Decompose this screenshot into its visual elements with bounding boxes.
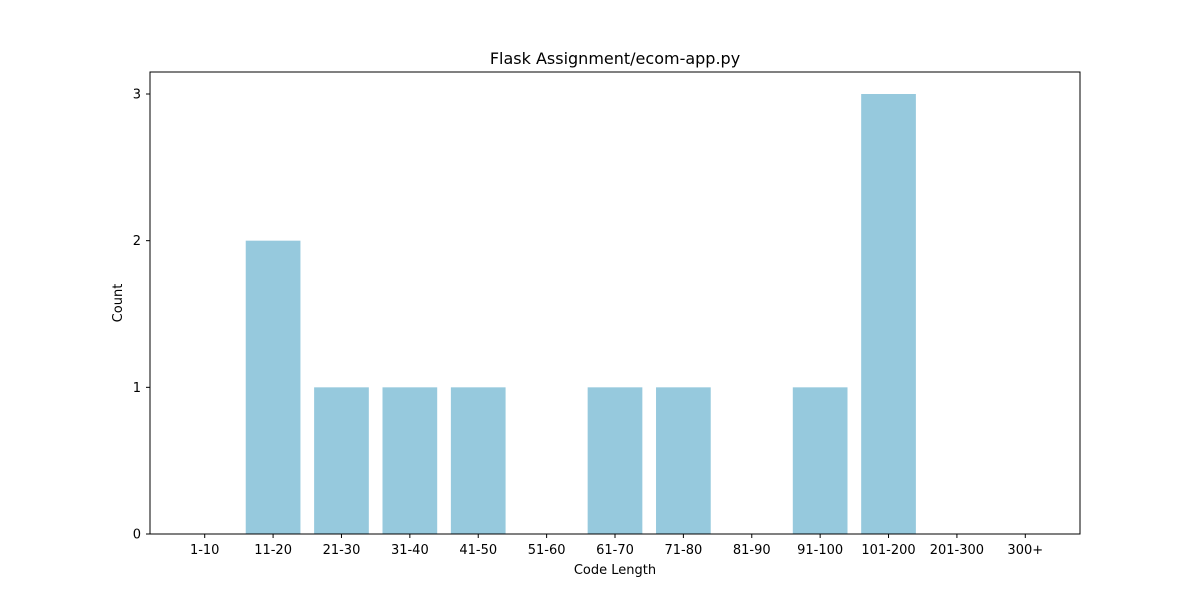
bar-11-20 (245, 240, 301, 534)
x-tick-label: 1-10 (190, 543, 220, 558)
x-axis-label: Code Length (574, 563, 656, 578)
y-tick-label: 1 (133, 381, 141, 396)
x-tick-label: 81-90 (733, 543, 771, 558)
bar-101-200 (861, 94, 916, 534)
x-tick-label: 71-80 (664, 543, 702, 558)
bar-41-50 (450, 387, 506, 534)
bar-61-70 (587, 387, 643, 534)
bar-21-30 (314, 387, 369, 534)
bars-layer (245, 94, 916, 534)
x-tick-label: 201-300 (930, 543, 984, 558)
y-tick-label: 0 (133, 528, 141, 543)
y-axis-label: Count (111, 284, 126, 323)
x-tick-label: 31-40 (391, 543, 429, 558)
chart-title: Flask Assignment/ecom-app.py (490, 49, 740, 68)
x-tick-label: 41-50 (459, 543, 497, 558)
bar-31-40 (382, 387, 438, 534)
x-tick-label: 91-100 (797, 543, 843, 558)
bar-71-80 (656, 387, 711, 534)
x-tick-label: 21-30 (323, 543, 361, 558)
y-axis: 0 1 2 3 (133, 88, 150, 543)
y-tick-label: 2 (133, 234, 141, 249)
x-tick-label: 101-200 (861, 543, 915, 558)
x-tick-label: 51-60 (528, 543, 566, 558)
x-tick-label: 11-20 (254, 543, 292, 558)
bar-91-100 (792, 387, 848, 534)
x-tick-label: 61-70 (596, 543, 634, 558)
y-tick-label: 3 (133, 88, 141, 103)
x-axis: 1-10 11-20 21-30 31-40 41-50 51-60 61-70 71-80 8… (190, 534, 1043, 558)
x-tick-label: 300+ (1007, 543, 1043, 558)
